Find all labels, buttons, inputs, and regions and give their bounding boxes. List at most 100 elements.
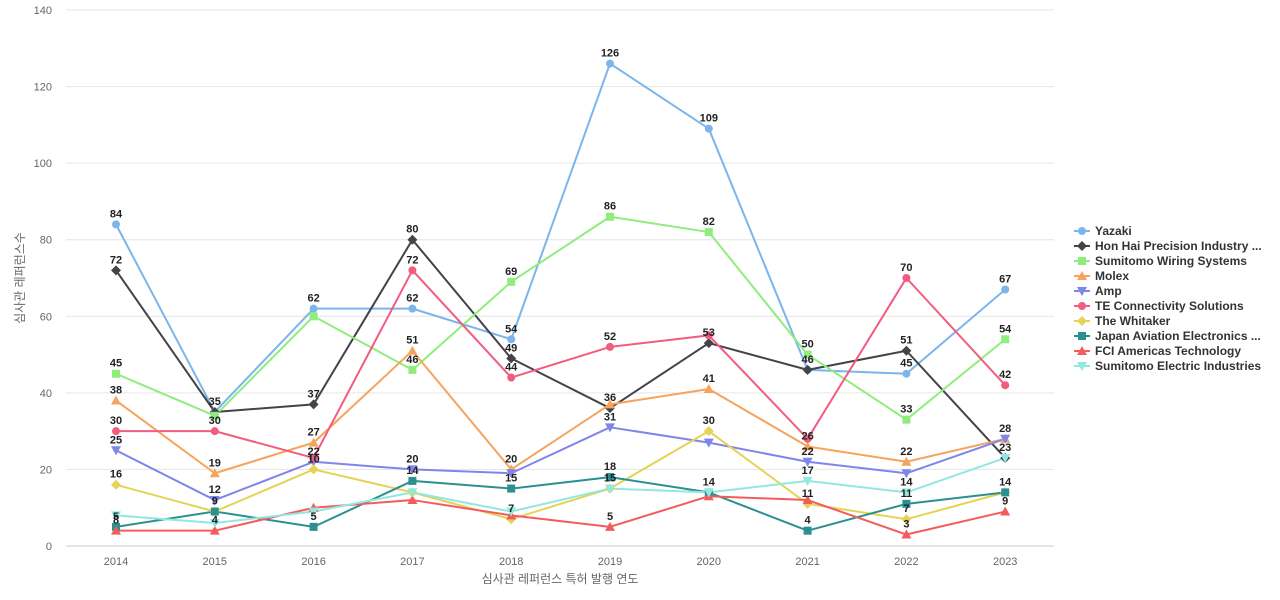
data-point xyxy=(901,488,912,498)
data-label: 36 xyxy=(604,392,616,404)
data-label: 11 xyxy=(802,488,814,500)
data-point xyxy=(407,234,418,245)
data-label: 9 xyxy=(212,496,218,508)
data-point xyxy=(309,304,318,313)
data-label: 10 xyxy=(307,453,319,465)
legend-item[interactable]: TE Connectivity Solutions xyxy=(1074,299,1244,313)
data-label: 23 xyxy=(999,442,1011,454)
data-label: 72 xyxy=(406,254,418,266)
series-line xyxy=(115,215,1006,421)
legend-item[interactable]: The Whitaker xyxy=(1074,314,1171,328)
data-label: 9 xyxy=(1002,496,1008,508)
data-point xyxy=(210,411,219,420)
data-label: 22 xyxy=(801,446,813,458)
data-point xyxy=(902,415,911,424)
data-point xyxy=(901,529,912,539)
data-point xyxy=(408,476,417,485)
data-label: 15 xyxy=(505,473,517,485)
data-label: 30 xyxy=(110,415,122,427)
legend-item[interactable]: FCI Americas Technology xyxy=(1074,344,1241,358)
data-point xyxy=(606,59,614,68)
data-point xyxy=(803,526,812,535)
legend-item[interactable]: Yazaki xyxy=(1074,224,1132,238)
data-point xyxy=(111,511,121,521)
data-label: 82 xyxy=(703,216,715,228)
data-label: 54 xyxy=(999,323,1012,335)
data-label: 54 xyxy=(505,323,518,335)
legend-label: FCI Americas Technology xyxy=(1095,344,1241,358)
data-point xyxy=(407,465,418,475)
legend-item[interactable]: Molex xyxy=(1074,269,1129,283)
data-point xyxy=(1000,453,1011,463)
data-point xyxy=(703,384,714,394)
data-point xyxy=(309,312,318,321)
data-point xyxy=(309,453,318,462)
data-label: 45 xyxy=(110,358,122,370)
data-label: 8 xyxy=(113,515,119,527)
data-label: 20 xyxy=(505,453,517,465)
series-line xyxy=(116,495,1006,536)
legend-label: TE Connectivity Solutions xyxy=(1095,299,1244,313)
legend-label: The Whitaker xyxy=(1095,314,1171,328)
data-point xyxy=(507,373,516,382)
data-point xyxy=(605,399,615,409)
data-label: 14 xyxy=(900,476,913,488)
data-point xyxy=(901,345,912,356)
data-label: 35 xyxy=(209,396,221,408)
x-tick-label: 2017 xyxy=(400,556,424,568)
data-point xyxy=(901,469,912,479)
data-point xyxy=(605,484,615,494)
data-point xyxy=(605,521,615,531)
legend-label: Hon Hai Precision Industry ... xyxy=(1095,239,1262,253)
x-tick-label: 2023 xyxy=(993,556,1017,568)
data-point xyxy=(1001,381,1010,390)
data-point xyxy=(902,369,911,378)
y-tick-label: 120 xyxy=(34,82,52,94)
data-point xyxy=(803,350,812,359)
legend-item[interactable]: Sumitomo Wiring Systems xyxy=(1074,254,1247,268)
data-point xyxy=(704,124,713,133)
data-label: 31 xyxy=(604,411,616,423)
data-point xyxy=(802,476,813,486)
legend-item[interactable]: Amp xyxy=(1074,284,1122,298)
series-line xyxy=(115,238,1006,459)
data-point xyxy=(111,395,121,405)
data-point xyxy=(703,488,714,498)
y-tick-label: 20 xyxy=(40,464,52,476)
data-label: 126 xyxy=(601,48,619,60)
data-label: 46 xyxy=(406,354,418,366)
data-label: 27 xyxy=(307,427,319,439)
data-label: 50 xyxy=(801,339,813,351)
data-label: 30 xyxy=(703,415,715,427)
x-tick-label: 2022 xyxy=(894,556,918,568)
data-label: 18 xyxy=(604,461,616,473)
x-tick-label: 2021 xyxy=(795,556,819,568)
data-point xyxy=(308,437,319,447)
data-label: 37 xyxy=(307,388,319,400)
data-label: 69 xyxy=(505,266,517,278)
y-axis: 0 20 40 60 80 100 120 140 xyxy=(34,5,52,553)
data-point xyxy=(802,495,813,505)
legend-label: Sumitomo Wiring Systems xyxy=(1095,254,1247,268)
data-point xyxy=(802,364,813,375)
data-point xyxy=(506,507,517,517)
data-point xyxy=(210,427,219,436)
data-label: 7 xyxy=(508,503,514,515)
legend-item[interactable]: Japan Aviation Electronics ... xyxy=(1074,329,1261,343)
legend-item[interactable]: Sumitomo Electric Industries xyxy=(1074,359,1261,373)
data-point xyxy=(1001,285,1010,294)
data-point xyxy=(704,228,713,237)
legend-marker xyxy=(1077,362,1087,371)
data-label: 12 xyxy=(209,484,221,496)
data-label: 5 xyxy=(113,511,119,523)
data-point xyxy=(507,277,516,286)
data-label: 49 xyxy=(505,342,517,354)
data-label: 5 xyxy=(607,511,613,523)
data-point xyxy=(506,469,517,479)
legend-item[interactable]: Hon Hai Precision Industry ... xyxy=(1074,239,1262,253)
data-point xyxy=(308,464,319,475)
data-label: 46 xyxy=(801,354,813,366)
data-point xyxy=(606,473,614,482)
data-label: 38 xyxy=(110,385,122,397)
